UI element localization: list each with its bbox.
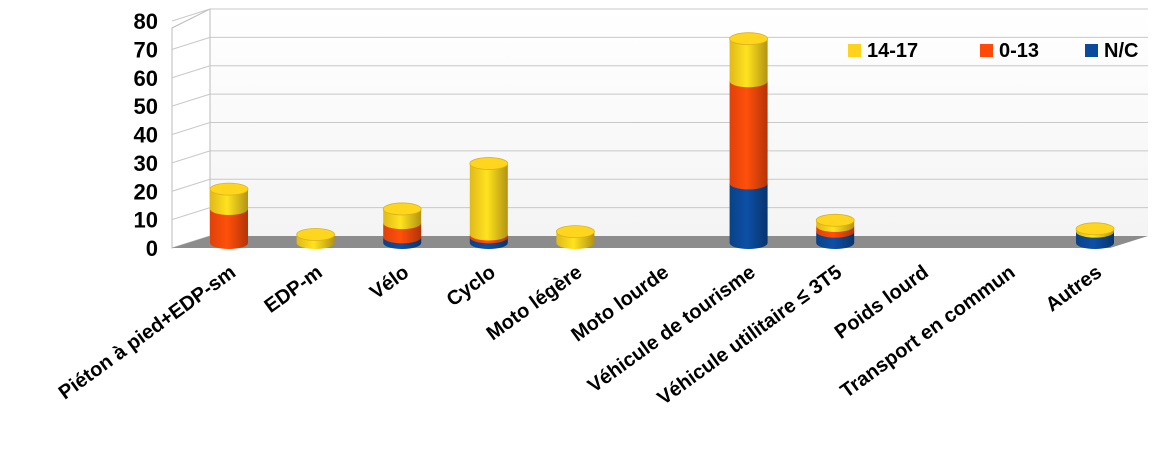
legend-label-14-17: 14-17 [867, 40, 918, 62]
legend-swatch-14-17 [848, 44, 861, 57]
bar-top-velo [382, 202, 422, 216]
gridline-side [171, 178, 211, 192]
bar-segment-vehicule-de-tourisme-14-17 [729, 38, 768, 88]
bar-segment-vehicule-de-tourisme-n-c [729, 183, 768, 249]
bar-top-pieton-a-pied-edp-sm [209, 182, 249, 196]
legend-label-0-13: 0-13 [999, 40, 1039, 62]
y-tick-label: 10 [134, 208, 158, 233]
gridline-side [171, 65, 211, 79]
gridlines [171, 8, 1148, 221]
bars [209, 32, 1115, 249]
y-tick-label: 70 [134, 37, 158, 62]
bar-top-cyclo [469, 157, 509, 170]
y-tick-label: 40 [134, 123, 158, 148]
y-tick-label: 80 [134, 9, 158, 34]
bar-group-velo [382, 202, 422, 249]
gridline-side [171, 93, 211, 107]
bar-segment-cyclo-14-17 [469, 163, 508, 241]
bar-segment-vehicule-de-tourisme-0-13 [729, 81, 768, 190]
legend: 14-17 0-13 N/C [848, 40, 1138, 62]
bar-group-pieton-a-pied-edp-sm [209, 182, 249, 249]
bar-top-autres [1075, 222, 1115, 236]
bar-top-edp-m [296, 228, 336, 241]
bar-segment-pieton-a-pied-edp-sm-14-17 [210, 189, 248, 215]
gridline-side [171, 122, 211, 135]
x-tick-label: Vélo [366, 261, 413, 304]
bar-group-cyclo [469, 157, 509, 249]
legend-swatch-0-13 [980, 44, 993, 57]
y-tick-label: 0 [146, 236, 158, 261]
bar-group-moto-legere [556, 225, 595, 249]
y-tick-label: 50 [134, 94, 158, 119]
x-tick-label: Autres [1042, 261, 1106, 316]
bar-group-vehicule-utilitaire-3t5 [815, 213, 855, 249]
y-tick-label: 60 [134, 66, 158, 91]
y-tick-label: 20 [134, 179, 158, 204]
bar-top-moto-legere [556, 225, 595, 239]
gridline-side [171, 207, 211, 221]
gridline-side [171, 36, 211, 50]
bar-top-vehicule-de-tourisme [729, 32, 768, 46]
bar-group-edp-m [296, 228, 336, 249]
legend-label-n-c: N/C [1104, 40, 1138, 62]
bar-top-vehicule-utilitaire-3t5 [815, 213, 855, 227]
bar-group-vehicule-de-tourisme [729, 32, 768, 249]
gridline-side [171, 150, 211, 164]
gridline-side [171, 8, 211, 22]
bar-segment-pieton-a-pied-edp-sm-0-13 [210, 208, 248, 249]
x-tick-label: EDP-m [261, 261, 327, 317]
bar-group-autres [1075, 222, 1115, 249]
y-tick-label: 30 [134, 151, 158, 176]
legend-swatch-n-c [1085, 44, 1098, 57]
x-tick-label: Piéton à pied+EDP-sm [55, 261, 240, 404]
y-axis-ticks: 0 10 20 30 40 50 60 70 80 [134, 9, 158, 261]
x-tick-label: Véhicule de tourisme [584, 261, 760, 397]
x-tick-label: Cyclo [443, 261, 500, 311]
